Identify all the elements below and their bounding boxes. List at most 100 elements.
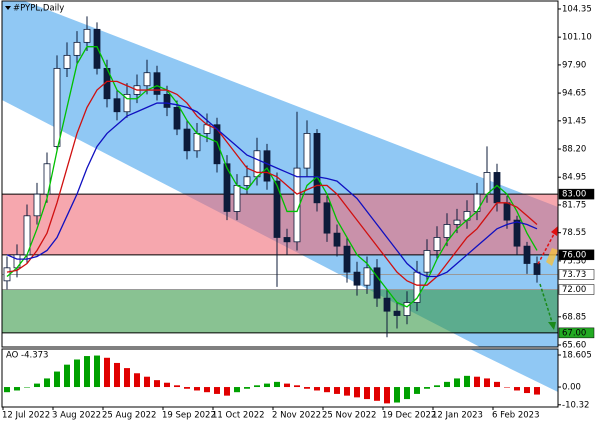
- ao-frame: [1, 348, 559, 408]
- ao-bar: [224, 387, 230, 396]
- ao-bar: [414, 387, 420, 394]
- ao-bar: [454, 378, 460, 388]
- ao-bar: [274, 381, 280, 388]
- x-tick-label: 12 Jan 2023: [432, 411, 483, 421]
- level-label: 67.00: [562, 328, 586, 338]
- candle-body: [73, 41, 81, 56]
- x-tick-label: 12 Jul 2022: [2, 411, 50, 421]
- candle-body: [383, 297, 391, 312]
- ao-bar: [514, 387, 520, 391]
- ao-bar: [404, 387, 410, 400]
- candle-body: [223, 163, 231, 212]
- arrow-down: [539, 283, 553, 323]
- y-tick-label: -10.32: [562, 400, 589, 410]
- moving-average: [6, 102, 538, 278]
- level-label: 76.00: [562, 250, 586, 260]
- x-tick-label: 11 Oct 2022: [212, 411, 265, 421]
- ao-bar: [384, 387, 390, 404]
- x-tick-label: 19 Sep 2022: [162, 411, 216, 421]
- candle-body: [93, 28, 101, 69]
- ao-bar: [174, 385, 180, 388]
- ao-bar: [24, 387, 30, 388]
- ao-bar: [434, 385, 440, 388]
- ao-bar: [84, 356, 90, 388]
- marker: [546, 248, 558, 266]
- candle-body: [343, 245, 351, 273]
- ao-bar: [334, 387, 340, 394]
- ao-bar: [124, 368, 130, 388]
- ao-title: AO -4.373: [6, 351, 48, 361]
- level-label: 72.00: [562, 285, 586, 295]
- ao-bar: [14, 387, 20, 391]
- ao-bar: [494, 381, 500, 388]
- ao-bar: [304, 387, 310, 389]
- arrow-down-head: [548, 322, 556, 330]
- ao-bar: [134, 373, 140, 388]
- ao-bar: [394, 387, 400, 403]
- candle-body: [153, 72, 161, 95]
- candle-body: [423, 250, 431, 273]
- y-tick-label: 81.75: [562, 200, 586, 210]
- candle-body: [313, 133, 321, 204]
- y-tick-label: 75.30: [562, 256, 586, 266]
- candle-body: [123, 93, 131, 113]
- candle-body: [333, 232, 341, 247]
- candle-body: [393, 310, 401, 316]
- ao-bar: [354, 387, 360, 398]
- x-tick-label: 6 Feb 2023: [492, 411, 540, 421]
- candle-body: [233, 185, 241, 212]
- candle-body: [83, 28, 91, 43]
- candle-body: [453, 219, 461, 225]
- ao-bar: [64, 364, 70, 388]
- ao-bar: [264, 383, 270, 388]
- plot: [2, 16, 558, 338]
- candle-body: [53, 67, 61, 147]
- y-tick-label: 104.35: [562, 4, 592, 14]
- ao-bar: [234, 387, 240, 393]
- y-tick-label: 84.95: [562, 173, 586, 183]
- ao-bar: [484, 378, 490, 388]
- candle-body: [443, 224, 451, 238]
- ao-bar: [474, 376, 480, 388]
- ao-bar: [154, 380, 160, 388]
- ao-bar: [524, 387, 530, 394]
- ao-bar: [324, 387, 330, 393]
- ao-bar: [184, 387, 190, 389]
- y-tick-label: 68.85: [562, 312, 586, 322]
- level-label: 83.00: [562, 190, 586, 200]
- ao-bar: [444, 381, 450, 388]
- y-tick-label: 91.45: [562, 116, 586, 126]
- channel-band: [2, 1, 558, 347]
- ao-bar: [74, 359, 80, 388]
- channel-band-lower: [470, 349, 558, 392]
- chart-title: #PYPL,Daily: [13, 4, 64, 14]
- candle-body: [263, 150, 271, 182]
- moving-average: [6, 46, 538, 308]
- ao-bar: [54, 371, 60, 388]
- candle-body: [163, 93, 171, 108]
- y-tick-label: 97.90: [562, 60, 586, 70]
- candle-body: [503, 202, 511, 221]
- arrow-up-head: [551, 226, 558, 236]
- level-label: 73.73: [562, 270, 586, 280]
- ao-bar: [204, 387, 210, 393]
- ao-bar: [244, 387, 250, 389]
- ao-bar: [34, 383, 40, 388]
- annotations: [537, 226, 558, 330]
- candle-body: [373, 267, 381, 299]
- zone: [2, 289, 558, 333]
- x-tick-label: 25 Aug 2022: [102, 411, 156, 421]
- ao-bar: [104, 357, 110, 388]
- ao-bar: [504, 387, 510, 388]
- x-tick-label: 19 Dec 2022: [382, 411, 436, 421]
- y-tick-label: 101.10: [562, 33, 592, 43]
- y-tick-label: 88.20: [562, 145, 586, 155]
- arrow-up: [537, 233, 555, 265]
- ao-bar: [114, 362, 120, 388]
- ao-bar: [294, 385, 300, 388]
- candle-body: [483, 172, 491, 195]
- ao-bar: [164, 382, 170, 388]
- candle-body: [403, 302, 411, 316]
- ao-bar: [194, 387, 200, 391]
